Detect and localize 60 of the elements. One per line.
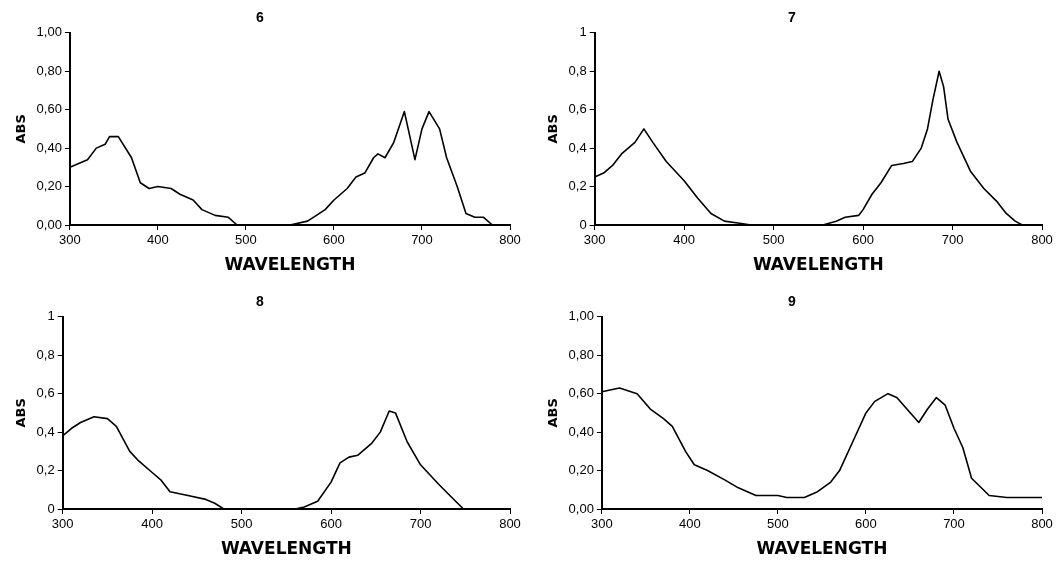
x-axis-title: WAVELENGTH [224,254,356,275]
y-tick-label: 0,2 [36,462,55,478]
y-tick-label: 0,40 [568,423,594,439]
y-tick-label: 0,6 [36,385,55,401]
y-tick-label: 0,20 [568,462,594,478]
y-tick-label: 0,8 [568,62,587,78]
x-tick-label: 600 [320,516,342,532]
x-tick-label: 700 [411,232,433,248]
x-tick-label: 400 [673,232,695,248]
chart-title: 8 [256,293,265,310]
chart-title: 7 [788,9,797,26]
chart-title: 6 [256,9,265,26]
x-tick-label: 300 [591,516,613,532]
y-tick-label: 0,00 [36,216,62,232]
x-tick-label: 800 [499,516,521,532]
y-tick-label: 0,80 [568,346,594,362]
y-tick-label: 0,4 [36,423,55,439]
x-tick-label: 800 [1031,232,1053,248]
y-tick-label: 1 [47,308,55,324]
y-tick-label: 0,80 [36,62,62,78]
x-tick-label: 600 [855,516,877,532]
y-tick-label: 1,00 [36,24,62,40]
x-tick-label: 800 [1031,516,1053,532]
y-tick-label: 0,6 [568,101,587,117]
y-tick-label: 0,20 [36,178,62,194]
x-tick-label: 600 [323,232,345,248]
x-tick-label: 700 [409,516,432,532]
y-tick-label: 0 [47,500,55,516]
y-axis-title: ABS [13,398,29,428]
y-tick-label: 0 [579,216,587,232]
x-axis-title: WAVELENGTH [752,254,884,275]
y-tick-label: 0,2 [568,178,587,194]
y-axis-title: ABS [13,114,29,144]
x-axis-title: WAVELENGTH [220,538,352,559]
x-tick-label: 700 [941,232,964,248]
y-tick-label: 0,60 [36,101,62,117]
x-tick-label: 300 [583,232,606,248]
x-tick-label: 400 [679,516,701,532]
y-tick-label: 0,8 [36,346,55,362]
y-tick-label: 0,00 [568,500,594,516]
x-tick-label: 400 [141,516,163,532]
y-tick-label: 0,40 [36,139,62,155]
x-tick-label: 400 [147,232,169,248]
x-tick-label: 700 [943,516,965,532]
x-axis-title: WAVELENGTH [756,538,888,559]
x-tick-label: 800 [499,232,521,248]
x-tick-label: 500 [762,232,785,248]
x-tick-label: 500 [230,516,253,532]
x-tick-label: 300 [59,232,81,248]
y-tick-label: 0,60 [568,385,594,401]
y-tick-label: 1 [579,24,587,40]
y-tick-label: 0,4 [568,139,587,155]
y-axis-title: ABS [545,398,561,428]
x-tick-label: 600 [852,232,874,248]
y-tick-label: 1,00 [568,308,594,324]
chart-title: 9 [788,293,797,310]
x-tick-label: 500 [767,516,789,532]
x-tick-label: 500 [235,232,257,248]
y-axis-title: ABS [545,114,561,144]
x-tick-label: 300 [51,516,74,532]
